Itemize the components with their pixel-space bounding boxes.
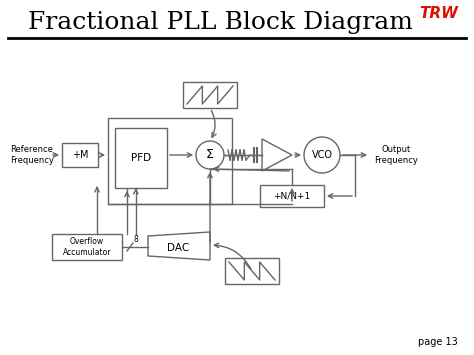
Text: Reference
Frequency: Reference Frequency: [10, 145, 54, 165]
Text: +N/N+1: +N/N+1: [273, 191, 310, 201]
Polygon shape: [148, 232, 210, 260]
Circle shape: [196, 141, 224, 169]
Text: DAC: DAC: [167, 243, 189, 253]
Text: VCO: VCO: [311, 150, 332, 160]
Text: TRW: TRW: [419, 6, 458, 22]
Bar: [260, 185, 324, 207]
Text: Σ: Σ: [206, 148, 214, 162]
Text: +M: +M: [72, 150, 88, 160]
Bar: [225, 258, 279, 284]
Bar: [52, 234, 122, 260]
Text: page 13: page 13: [418, 337, 458, 347]
Text: Output
Frequency: Output Frequency: [374, 145, 418, 165]
Bar: [115, 128, 167, 188]
Text: Overflow
Accumulator: Overflow Accumulator: [63, 237, 111, 257]
Bar: [108, 118, 232, 204]
Text: Fractional PLL Block Diagram: Fractional PLL Block Diagram: [27, 11, 412, 33]
Text: 8: 8: [134, 235, 139, 244]
Text: PFD: PFD: [131, 153, 151, 163]
Circle shape: [304, 137, 340, 173]
Bar: [183, 82, 237, 108]
Bar: [62, 143, 98, 167]
